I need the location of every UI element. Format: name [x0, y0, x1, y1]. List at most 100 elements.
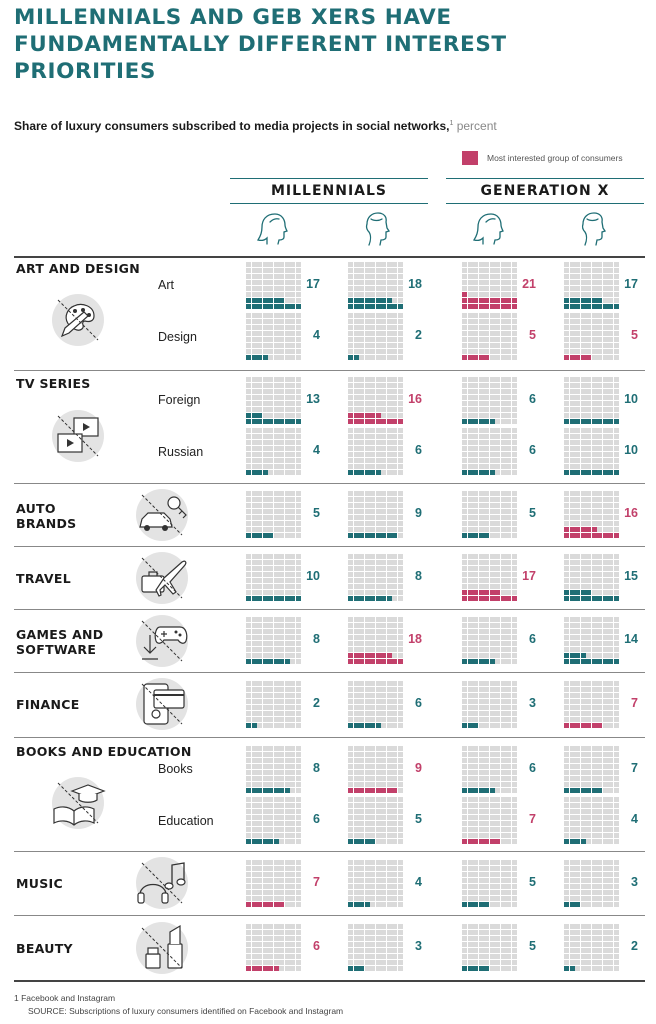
waffle-cell-filled — [580, 298, 586, 303]
waffle-cell-empty — [262, 313, 268, 318]
waffle-cell-empty — [246, 681, 251, 686]
waffle-cell-empty — [284, 623, 290, 628]
waffle-cell-filled — [608, 304, 613, 309]
waffle-cell-empty — [597, 401, 602, 406]
waffle-cell-empty — [489, 890, 495, 895]
waffle-cell-empty — [506, 515, 511, 520]
waffle-cell-empty — [359, 313, 364, 318]
waffle-cell-empty — [268, 313, 273, 318]
waffle-cell-empty — [268, 337, 273, 342]
waffle-cell-empty — [580, 413, 586, 418]
waffle-cell-empty — [484, 274, 489, 279]
waffle-cell-empty — [462, 274, 467, 279]
waffle-cell-empty — [608, 268, 613, 273]
waffle-cell-empty — [295, 349, 301, 354]
waffle-cell-empty — [506, 839, 511, 844]
waffle-cell-empty — [462, 566, 467, 571]
waffle-cell-empty — [478, 521, 484, 526]
waffle-cell-empty — [348, 635, 353, 640]
waffle-cell-filled — [478, 788, 484, 793]
waffle-cell-empty — [290, 355, 295, 360]
waffle-cell-empty — [386, 313, 392, 318]
waffle-cell-empty — [397, 815, 403, 820]
waffle-cell-filled — [467, 298, 473, 303]
waffle-cell-empty — [586, 815, 591, 820]
waffle-cell-empty — [591, 687, 597, 692]
waffle-cell-empty — [489, 503, 495, 508]
waffle-cell-filled — [591, 596, 597, 601]
waffle-cell-empty — [591, 681, 597, 686]
waffle-cell-empty — [495, 274, 500, 279]
waffle-cell-empty — [506, 377, 511, 382]
waffle-cell-empty — [484, 930, 489, 935]
waffle-cell-empty — [597, 578, 602, 583]
waffle-cell-empty — [597, 782, 602, 787]
waffle-cell-empty — [359, 464, 364, 469]
waffle-cell-empty — [511, 764, 517, 769]
waffle-cell-empty — [575, 711, 580, 716]
waffle-cell-empty — [511, 440, 517, 445]
waffle-cell-filled — [381, 533, 386, 538]
waffle-cell-empty — [273, 566, 279, 571]
waffle-cell-empty — [359, 280, 364, 285]
waffle-cell-empty — [392, 960, 397, 965]
waffle-cell-empty — [564, 770, 569, 775]
waffle-cell-empty — [364, 752, 370, 757]
waffle-cell-empty — [608, 629, 613, 634]
waffle-cell-empty — [386, 821, 392, 826]
waffle-cell-filled — [569, 839, 575, 844]
waffle-cell-empty — [478, 274, 484, 279]
waffle-cell-empty — [591, 764, 597, 769]
waffle-cell-empty — [279, 717, 284, 722]
waffle-cell-empty — [489, 446, 495, 451]
waffle-cell-empty — [506, 584, 511, 589]
waffle-cell-empty — [386, 860, 392, 865]
row-label-books: Books — [158, 762, 193, 776]
waffle-cell-empty — [608, 407, 613, 412]
waffle-cell-empty — [608, 401, 613, 406]
waffle-cell-empty — [602, 413, 608, 418]
waffle-cell-empty — [500, 827, 506, 832]
waffle-cell-empty — [386, 458, 392, 463]
waffle-cell-empty — [608, 711, 613, 716]
waffle-cell-empty — [473, 924, 478, 929]
waffle-cell-empty — [500, 635, 506, 640]
waffle-cell-empty — [489, 782, 495, 787]
waffle-cell-empty — [586, 717, 591, 722]
waffle-cell-empty — [375, 527, 381, 532]
waffle-cell-empty — [591, 313, 597, 318]
waffle-cell-empty — [591, 497, 597, 502]
waffle-cell-empty — [397, 827, 403, 832]
waffle-cell-empty — [257, 515, 262, 520]
waffle-cell-empty — [370, 590, 375, 595]
waffle-cell-empty — [295, 782, 301, 787]
waffle-cell-empty — [500, 687, 506, 692]
waffle-cell-filled — [602, 533, 608, 538]
waffle-cell-empty — [348, 752, 353, 757]
waffle-cell-empty — [348, 578, 353, 583]
waffle-cell-empty — [251, 635, 257, 640]
waffle-cell-empty — [500, 584, 506, 589]
waffle-cell-empty — [495, 693, 500, 698]
waffle-cell-empty — [511, 497, 517, 502]
waffle-cell-empty — [295, 878, 301, 883]
waffle-cell-empty — [511, 617, 517, 622]
waffle-cell-empty — [386, 717, 392, 722]
waffle-cell-empty — [511, 383, 517, 388]
waffle-cell-empty — [564, 699, 569, 704]
waffle-cell-empty — [597, 705, 602, 710]
waffle-cell-empty — [473, 377, 478, 382]
waffle-cell-empty — [467, 434, 473, 439]
waffle-cell-empty — [495, 866, 500, 871]
waffle-cell-empty — [478, 389, 484, 394]
waffle-cell-empty — [246, 896, 251, 901]
waffle-cell-empty — [586, 803, 591, 808]
waffle-cell-empty — [484, 343, 489, 348]
waffle-cell-empty — [246, 584, 251, 589]
waffle-cell-empty — [511, 647, 517, 652]
waffle-cell-empty — [268, 617, 273, 622]
waffle-cell-empty — [591, 521, 597, 526]
waffle-cell-empty — [500, 470, 506, 475]
waffle-cell-empty — [262, 560, 268, 565]
waffle-cell-empty — [597, 590, 602, 595]
